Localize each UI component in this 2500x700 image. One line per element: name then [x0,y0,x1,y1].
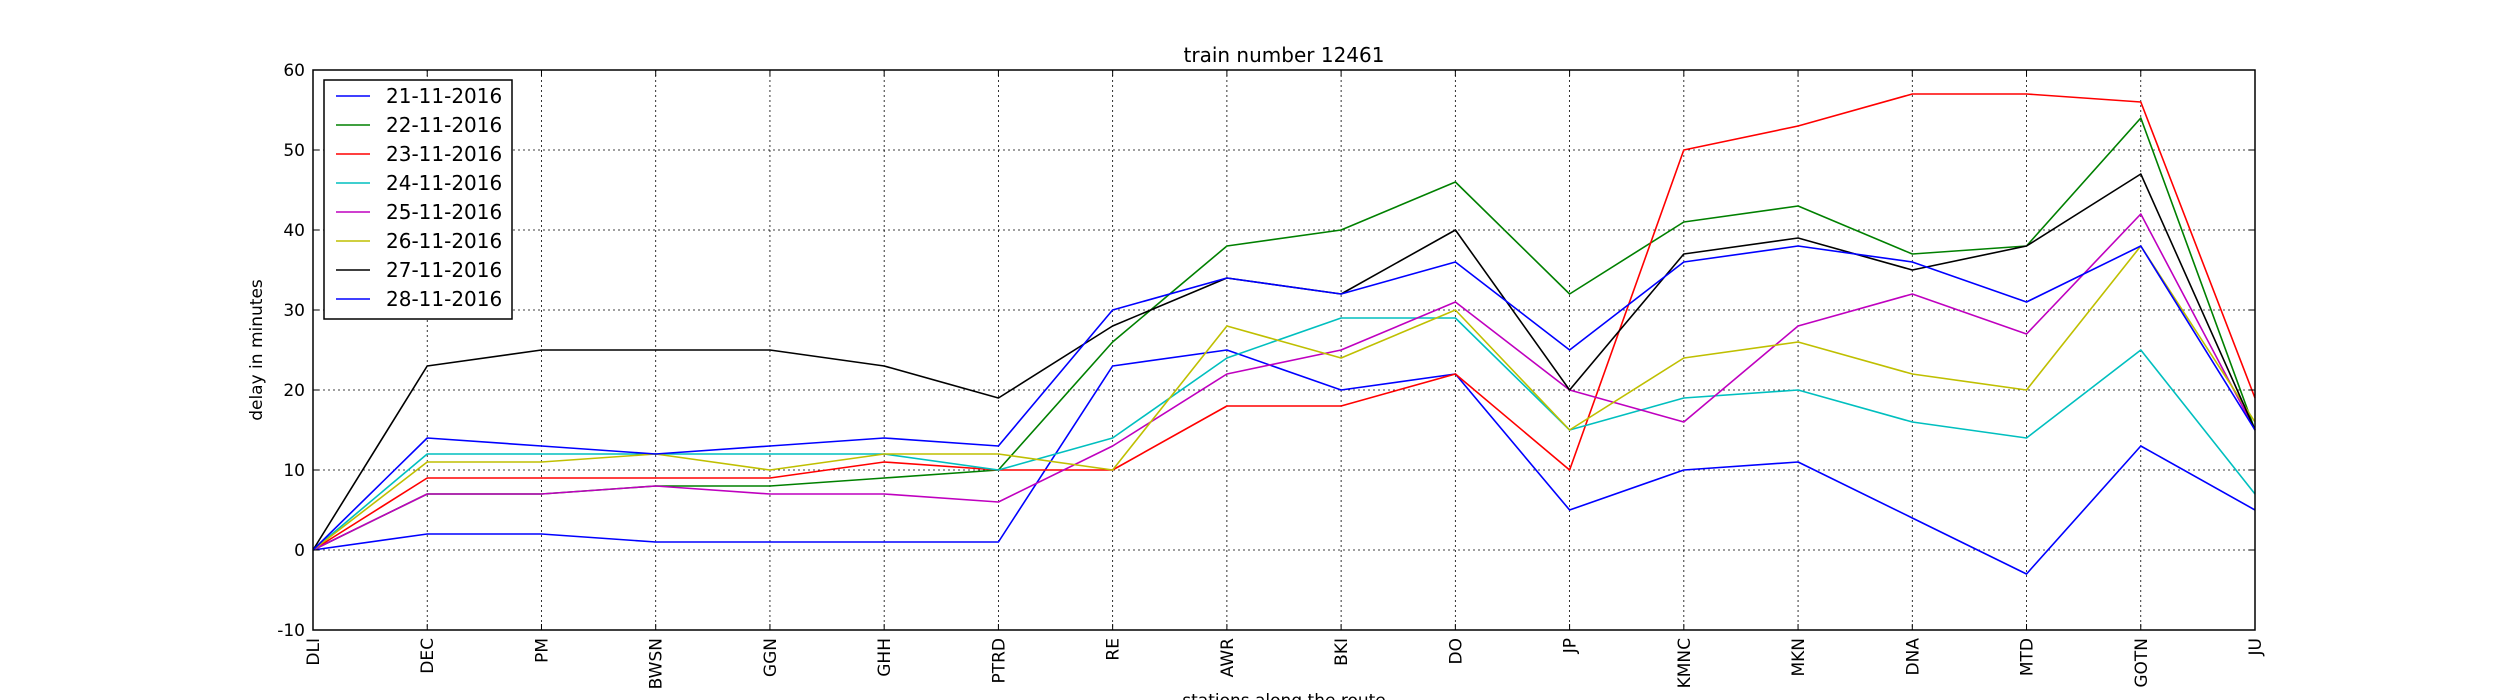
plot-frame [312,69,2256,631]
y-tick-label: 30 [283,301,305,321]
x-axis-ticks: DLI DEC PM BWSN GGN GHH PTRD RE AWR BKI DO JP KMNC MK… [304,70,2266,689]
y-axis-label: delay in minutes [247,279,267,421]
x-tick-label: PM [532,638,552,663]
y-tick-label: 60 [283,61,305,81]
series-line-23-11-2016 [312,93,2256,551]
legend-label: 22-11-2016 [386,113,502,137]
legend-label: 24-11-2016 [386,171,502,195]
x-tick-label: RE [1104,638,1124,661]
y-tick-label: 0 [294,541,305,561]
x-tick-label: GGN [761,638,781,677]
y-tick-label: 10 [283,461,305,481]
series-line-25-11-2016 [312,213,2256,551]
y-tick-label: -10 [277,621,305,641]
legend-label: 23-11-2016 [386,142,502,166]
x-tick-label: JP [1561,638,1581,654]
x-tick-label: PTRD [989,638,1009,684]
legend-label: 25-11-2016 [386,200,502,224]
x-tick-label: MKN [1789,638,1809,677]
x-tick-label: DEC [418,638,438,674]
y-tick-label: 50 [283,141,305,161]
y-axis-ticks: -10 0 10 20 30 40 50 60 [277,61,2255,641]
legend-label: 21-11-2016 [386,84,502,108]
legend: 21-11-2016 22-11-2016 23-11-2016 24-11-2016… [323,79,513,320]
series-line-26-11-2016 [312,245,2256,551]
x-tick-label: GOTN [2132,638,2152,688]
y-tick-label: 40 [283,221,305,241]
legend-label: 27-11-2016 [386,258,502,282]
x-tick-label: KMNC [1675,638,1695,688]
x-tick-label: BWSN [647,638,667,689]
x-tick-label: BKI [1332,638,1352,666]
x-tick-label: AWR [1218,638,1238,678]
x-tick-label: GHH [875,638,895,677]
legend-box [323,79,513,320]
y-tick-label: 20 [283,381,305,401]
series-line-24-11-2016 [312,317,2256,551]
x-tick-label: JU [2246,638,2266,656]
legend-label: 28-11-2016 [386,287,502,311]
x-tick-label: DLI [304,638,324,666]
chart-title: train number 12461 [1184,43,1385,67]
series-line-21-11-2016 [312,349,2256,575]
series-line-28-11-2016 [312,245,2256,551]
legend-label: 26-11-2016 [386,229,502,253]
x-tick-label: DO [1446,638,1466,664]
series-lines [312,93,2256,575]
x-axis-label: stations along the route [1182,691,1386,700]
x-tick-label: MTD [2018,638,2038,676]
x-tick-label: DNA [1903,638,1923,676]
